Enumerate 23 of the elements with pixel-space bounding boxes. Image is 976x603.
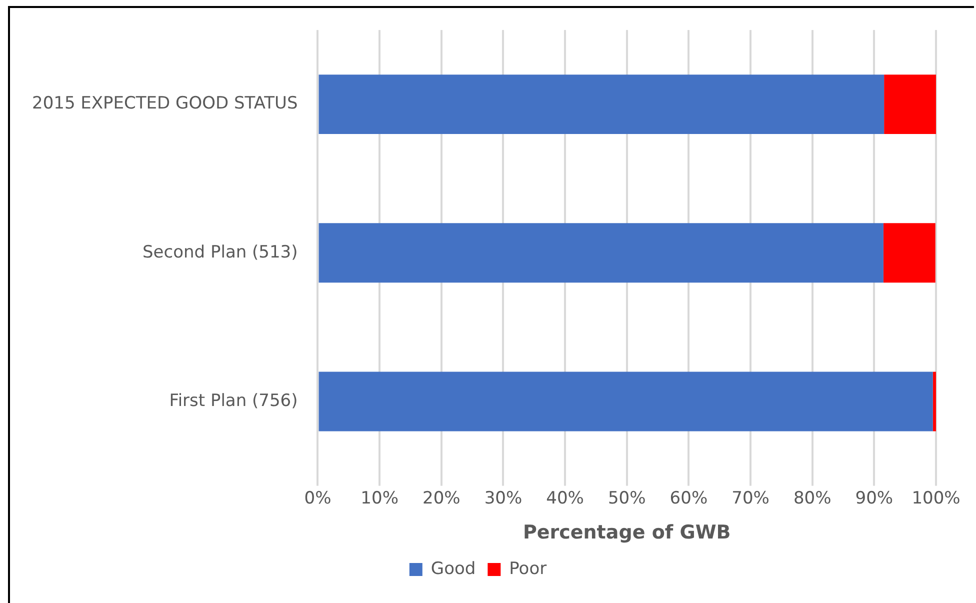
y-tick-label: Second Plan (513) [142,242,298,262]
x-tick-label: 80% [793,488,832,508]
legend-label: Good [430,558,476,579]
x-tick-label: 30% [484,488,522,508]
x-tick-label: 70% [732,488,770,508]
x-tick-label: 40% [546,488,584,508]
x-tick-label: 0% [304,488,332,508]
x-tick-label: 20% [422,488,460,508]
bar [932,372,936,432]
x-tick-label: 50% [608,488,646,508]
bar [884,74,936,134]
bar [318,223,884,283]
x-tick-label: 60% [670,488,708,508]
bar [318,74,884,134]
bar [883,223,936,283]
legend-label: Poor [509,558,547,579]
y-tick-label: 2015 EXPECTED GOOD STATUS [32,94,298,114]
x-tick-label: 100% [912,488,960,508]
bar [318,372,933,432]
x-tick-label: 90% [855,488,894,508]
x-axis-title: Percentage of GWB [522,522,731,544]
y-tick-label: First Plan (756) [169,390,298,411]
x-tick-label: 10% [360,488,398,508]
